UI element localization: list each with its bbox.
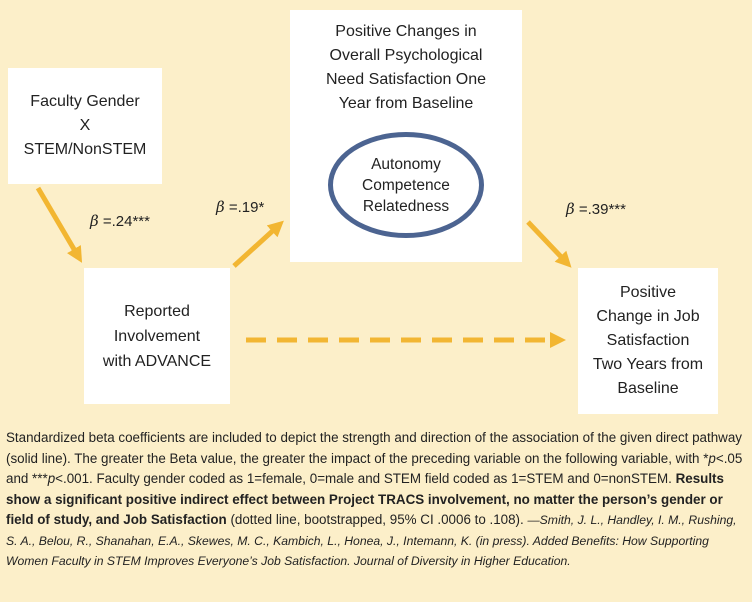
caption-text: Standardized beta coefficients are inclu… [6,430,742,466]
caption-citation: —Smith, J. L., Handley, I. M., Rushing, … [6,513,737,568]
beta-symbol: β [216,198,225,216]
need-components-ellipse: Autonomy Competence Relatedness [328,132,484,238]
node-label-line: Overall Psychological [329,47,483,64]
component-competence: Competence [362,176,450,194]
caption-p-symbol: p [47,471,56,486]
node-label-line: with ADVANCE [102,352,212,370]
faculty-gender-box: Faculty Gender X STEM/NonSTEM [8,68,162,184]
node-label-line: Positive [619,284,677,301]
node-label-line: X [79,117,91,134]
node-label-line: Need Satisfaction One [325,71,487,88]
node-label-line: Faculty Gender [30,93,140,110]
node-label-line: Involvement [113,327,201,345]
node-label-line: Positive Changes in [335,23,477,40]
component-relatedness: Relatedness [362,197,450,215]
involvement-box: Reported Involvement with ADVANCE [84,268,230,404]
node-label-line: Reported [124,302,190,320]
beta-value: =.39*** [574,201,626,218]
beta-value: =.24*** [98,213,150,230]
figure-caption: Standardized beta coefficients are inclu… [6,428,748,572]
arrow-involvement-to-need [232,220,284,268]
node-label-line: Baseline [617,380,679,397]
caption-text: <.001. Faculty gender coded as 1=female,… [55,471,676,486]
node-label-line: Change in Job [596,308,700,325]
beta-symbol: β [566,200,575,218]
caption-p-symbol: p [708,450,716,466]
caption-text: (dotted line, bootstrapped, 95% CI .0006… [226,512,528,527]
need-satisfaction-box: Positive Changes in Overall Psychologica… [290,10,522,262]
node-label-line: Year from Baseline [338,95,474,112]
arrow-gender-to-involvement [35,186,83,263]
caption-result-bold: Results show a significant positive indi… [6,471,724,527]
node-label-line: STEM/NonSTEM [23,141,147,158]
beta-gender-involvement: β =.24*** [90,212,150,230]
beta-symbol: β [90,212,99,230]
beta-need-job: β =.39*** [566,200,626,218]
beta-involvement-need: β =.19* [216,198,264,216]
beta-value: =.19* [224,199,265,216]
path-arrows [35,186,572,349]
caption-text: <.05 and *** [6,450,743,487]
component-autonomy: Autonomy [371,155,441,173]
arrow-need-to-job [526,220,572,268]
node-label-line: Two Years from [592,356,704,373]
node-label-line: Satisfaction [606,332,690,349]
job-satisfaction-box: Positive Change in Job Satisfaction Two … [578,268,718,414]
